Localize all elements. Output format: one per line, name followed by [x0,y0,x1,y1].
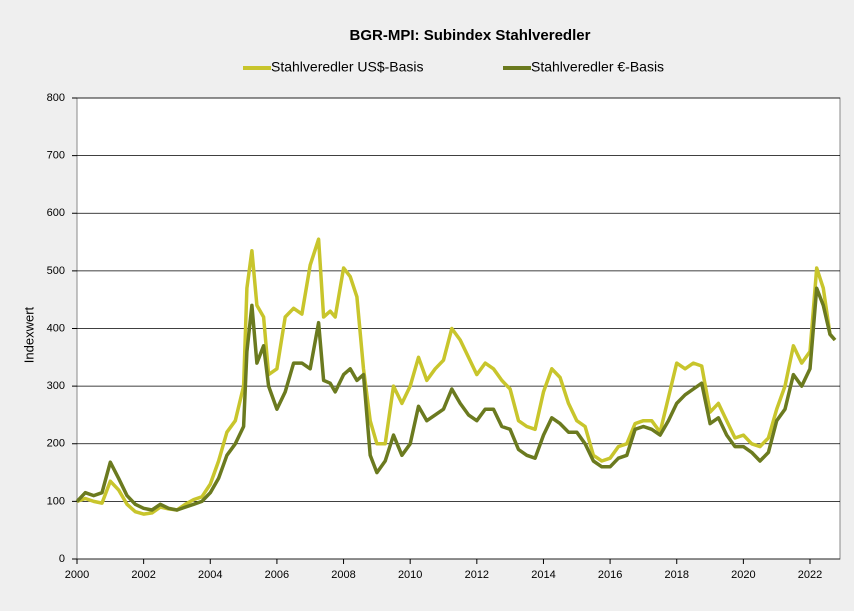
y-axis-label: Indexwert [21,306,36,363]
legend-label: Stahlveredler €-Basis [531,59,664,75]
y-tick-label: 600 [47,207,65,219]
y-tick-label: 100 [47,495,65,507]
y-tick-label: 0 [59,553,65,565]
y-tick-label: 300 [47,380,65,392]
x-tick-label: 2008 [331,569,355,581]
series-line [76,237,837,516]
x-tick-label: 2000 [65,569,89,581]
legend-label: Stahlveredler US$-Basis [271,59,424,75]
y-tick-label: 500 [47,265,65,277]
series-line [75,286,837,512]
x-tick-label: 2002 [131,569,155,581]
x-tick-label: 2014 [531,569,555,581]
y-tick-label: 200 [47,438,65,450]
x-tick-label: 2016 [598,569,622,581]
x-tick-label: 2020 [731,569,755,581]
y-tick-label: 400 [47,322,65,334]
x-tick-label: 2018 [664,569,688,581]
y-tick-label: 800 [47,92,65,104]
x-tick-label: 2010 [398,569,422,581]
x-tick-label: 2004 [198,569,222,581]
x-tick-label: 2022 [798,569,822,581]
y-tick-label: 700 [47,150,65,162]
x-tick-label: 2006 [265,569,289,581]
chart-title: BGR-MPI: Subindex Stahlveredler [350,27,591,44]
x-tick-label: 2012 [465,569,489,581]
